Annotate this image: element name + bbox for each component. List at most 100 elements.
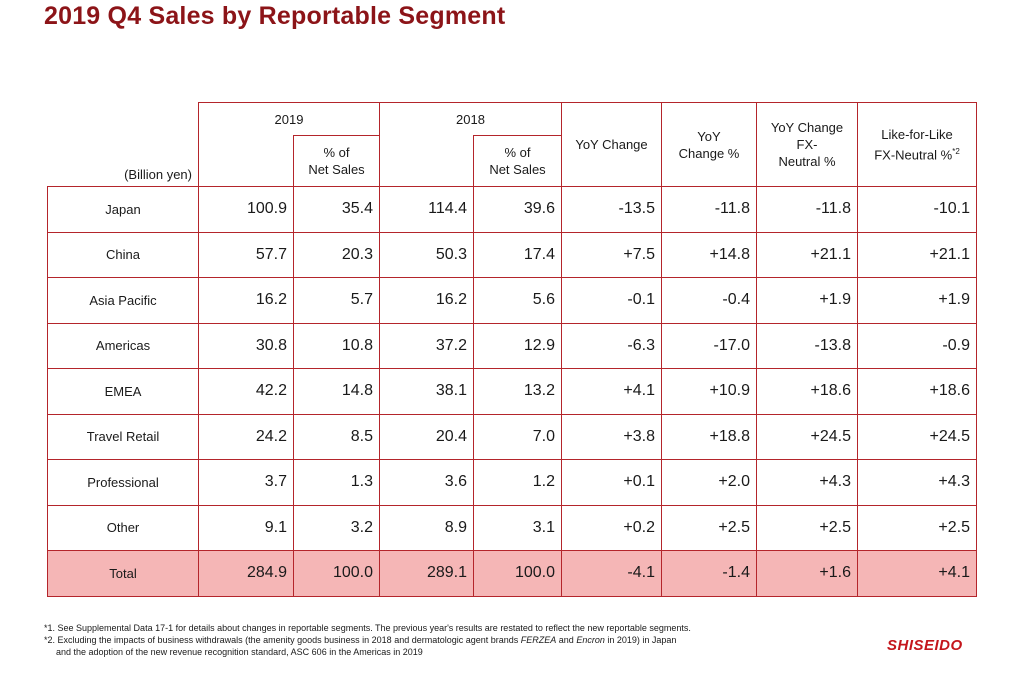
cell-v2019: 9.1 (198, 504, 294, 551)
cell-v2018: 20.4 (379, 413, 474, 460)
cell-fx: -11.8 (756, 186, 858, 233)
cell-p2019: 8.5 (293, 413, 380, 460)
header-2018-pct: % of Net Sales (473, 135, 562, 187)
cell-v2019: 16.2 (198, 277, 294, 324)
footnote-2-and: and (556, 635, 577, 645)
header-yoy-change-pct-line1: YoY (697, 128, 721, 144)
cell-p2019: 5.7 (293, 277, 380, 324)
cell-v2018: 289.1 (379, 550, 474, 597)
row-label: Asia Pacific (47, 277, 199, 324)
cell-lfl: +4.3 (857, 459, 977, 506)
footnote-2-post: in 2019) in Japan (604, 635, 677, 645)
shiseido-logo: SHISEIDO (887, 637, 963, 654)
row-label: Japan (47, 186, 199, 233)
cell-lfl: +1.9 (857, 277, 977, 324)
cell-fx: -13.8 (756, 322, 858, 369)
table-row: Travel Retail 24.2 8.5 20.4 7.0 +3.8 +18.8 +24.… (47, 413, 977, 460)
page-title: 2019 Q4 Sales by Reportable Segment (44, 2, 506, 30)
header-fx-neutral-line1: YoY Change (770, 120, 844, 135)
cell-yoy: -4.1 (561, 550, 662, 597)
header-2019-pct-line2: Net Sales (308, 162, 365, 177)
table-row: Japan 100.9 35.4 114.4 39.6 -13.5 -11.8 -11.8 -1… (47, 186, 977, 233)
table-row: Total 284.9 100.0 289.1 100.0 -4.1 -1.4 +1.6 +4.… (47, 550, 977, 597)
unit-label: (Billion yen) (47, 102, 199, 187)
cell-lfl: +18.6 (857, 368, 977, 415)
cell-yoy-pct: -17.0 (661, 322, 757, 369)
cell-p2019: 14.8 (293, 368, 380, 415)
cell-lfl: +21.1 (857, 231, 977, 278)
header-2018-pct-line1: % of (504, 145, 531, 160)
row-label: Travel Retail (47, 413, 199, 460)
cell-v2018: 50.3 (379, 231, 474, 278)
cell-yoy: -0.1 (561, 277, 662, 324)
footnote-2-brand1: FERZEA (520, 635, 557, 645)
cell-yoy-pct: -0.4 (661, 277, 757, 324)
cell-yoy-pct: +10.9 (661, 368, 757, 415)
cell-p2018: 13.2 (473, 368, 562, 415)
table-row: Americas 30.8 10.8 37.2 12.9 -6.3 -17.0 -13.8 -0… (47, 322, 977, 369)
header-2018: 2018 (379, 102, 562, 136)
cell-v2019: 30.8 (198, 322, 294, 369)
cell-yoy: +4.1 (561, 368, 662, 415)
cell-lfl: -0.9 (857, 322, 977, 369)
cell-yoy: +0.2 (561, 504, 662, 551)
cell-fx: +1.9 (756, 277, 858, 324)
table-row: Other 9.1 3.2 8.9 3.1 +0.2 +2.5 +2.5 +2.5 (47, 504, 977, 551)
header-lfl: Like-for-Like FX-Neutral %*2 (857, 102, 977, 187)
cell-yoy: +3.8 (561, 413, 662, 460)
row-label: Americas (47, 322, 199, 369)
table-row: China 57.7 20.3 50.3 17.4 +7.5 +14.8 +21.1 +21.1 (47, 231, 977, 278)
header-fx-neutral: YoY Change FX- Neutral % (756, 102, 858, 187)
cell-yoy: -13.5 (561, 186, 662, 233)
header-fx-neutral-line3: Neutral % (778, 154, 836, 169)
cell-v2018: 8.9 (379, 504, 474, 551)
cell-yoy: +0.1 (561, 459, 662, 506)
cell-p2019: 10.8 (293, 322, 380, 369)
footnote-2: *2. Excluding the impacts of business wi… (44, 634, 691, 646)
cell-v2019: 284.9 (198, 550, 294, 597)
cell-fx: +24.5 (756, 413, 858, 460)
header-2019-pct: % of Net Sales (293, 135, 380, 187)
cell-v2018: 16.2 (379, 277, 474, 324)
footnote-2-line2: and the adoption of the new revenue reco… (56, 647, 423, 657)
cell-p2018: 12.9 (473, 322, 562, 369)
cell-yoy: -6.3 (561, 322, 662, 369)
cell-p2018: 100.0 (473, 550, 562, 597)
row-label: Total (47, 550, 199, 597)
cell-yoy-pct: +14.8 (661, 231, 757, 278)
footnote-2-pre: *2. Excluding the impacts of business wi… (44, 635, 521, 645)
cell-p2018: 5.6 (473, 277, 562, 324)
header-lfl-sup: *2 (952, 146, 960, 156)
cell-yoy-pct: +2.5 (661, 504, 757, 551)
cell-yoy-pct: +18.8 (661, 413, 757, 460)
header-2019-pct-line1: % of (323, 145, 350, 160)
header-2019-value-blank (198, 135, 294, 187)
cell-v2019: 24.2 (198, 413, 294, 460)
cell-v2018: 37.2 (379, 322, 474, 369)
cell-p2018: 17.4 (473, 231, 562, 278)
table-row: Professional 3.7 1.3 3.6 1.2 +0.1 +2.0 +4.3 +4.3 (47, 459, 977, 506)
header-2018-value-blank (379, 135, 474, 187)
cell-v2018: 38.1 (379, 368, 474, 415)
cell-p2019: 35.4 (293, 186, 380, 233)
row-label: Professional (47, 459, 199, 506)
cell-p2019: 100.0 (293, 550, 380, 597)
cell-v2019: 42.2 (198, 368, 294, 415)
cell-p2018: 1.2 (473, 459, 562, 506)
cell-p2018: 39.6 (473, 186, 562, 233)
header-fx-neutral-line2: FX- (796, 137, 818, 152)
cell-lfl: +2.5 (857, 504, 977, 551)
table-row: EMEA 42.2 14.8 38.1 13.2 +4.1 +10.9 +18.6 +18.6 (47, 368, 977, 415)
row-label: Other (47, 504, 199, 551)
cell-v2019: 100.9 (198, 186, 294, 233)
header-2019: 2019 (198, 102, 380, 136)
cell-p2019: 3.2 (293, 504, 380, 551)
footnotes: *1. See Supplemental Data 17-1 for detai… (44, 622, 691, 658)
header-2018-pct-line2: Net Sales (489, 162, 546, 177)
cell-fx: +1.6 (756, 550, 858, 597)
header-lfl-line1: Like-for-Like (881, 126, 953, 142)
row-label: EMEA (47, 368, 199, 415)
segment-sales-table: (Billion yen) 2019 2018 YoY Change YoY C… (47, 102, 977, 597)
cell-fx: +18.6 (756, 368, 858, 415)
header-lfl-line2: FX-Neutral % (874, 147, 953, 163)
